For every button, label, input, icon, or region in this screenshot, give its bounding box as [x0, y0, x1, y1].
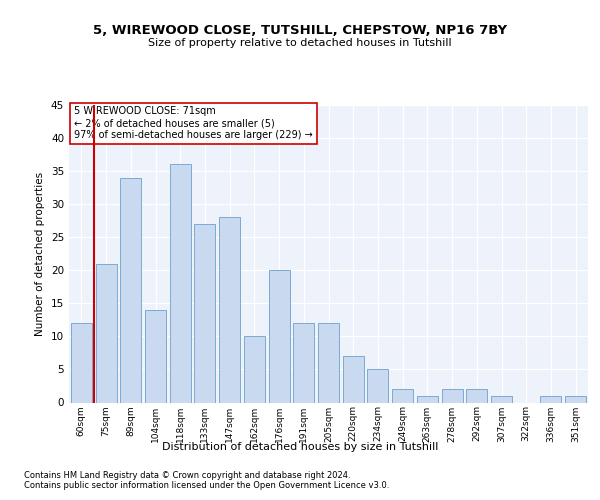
- Y-axis label: Number of detached properties: Number of detached properties: [35, 172, 46, 336]
- Bar: [491, 396, 512, 402]
- Text: Distribution of detached houses by size in Tutshill: Distribution of detached houses by size …: [162, 442, 438, 452]
- Bar: [120, 178, 141, 402]
- Bar: [565, 396, 586, 402]
- Bar: [269, 270, 290, 402]
- Bar: [417, 396, 438, 402]
- Text: 5, WIREWOOD CLOSE, TUTSHILL, CHEPSTOW, NP16 7BY: 5, WIREWOOD CLOSE, TUTSHILL, CHEPSTOW, N…: [93, 24, 507, 36]
- Bar: [194, 224, 215, 402]
- Bar: [343, 356, 364, 403]
- Bar: [145, 310, 166, 402]
- Text: Contains public sector information licensed under the Open Government Licence v3: Contains public sector information licen…: [24, 482, 389, 490]
- Bar: [442, 390, 463, 402]
- Bar: [367, 370, 388, 402]
- Bar: [466, 390, 487, 402]
- Bar: [95, 264, 116, 402]
- Bar: [71, 323, 92, 402]
- Bar: [219, 218, 240, 402]
- Text: 5 WIREWOOD CLOSE: 71sqm
← 2% of detached houses are smaller (5)
97% of semi-deta: 5 WIREWOOD CLOSE: 71sqm ← 2% of detached…: [74, 106, 313, 140]
- Bar: [170, 164, 191, 402]
- Bar: [541, 396, 562, 402]
- Bar: [392, 390, 413, 402]
- Bar: [293, 323, 314, 402]
- Bar: [318, 323, 339, 402]
- Text: Contains HM Land Registry data © Crown copyright and database right 2024.: Contains HM Land Registry data © Crown c…: [24, 472, 350, 480]
- Bar: [244, 336, 265, 402]
- Text: Size of property relative to detached houses in Tutshill: Size of property relative to detached ho…: [148, 38, 452, 48]
